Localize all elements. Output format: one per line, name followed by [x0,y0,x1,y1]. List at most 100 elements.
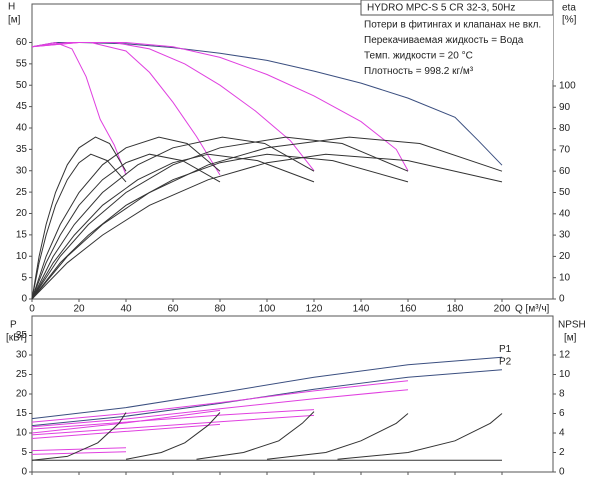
y-axis-unit: [м] [8,15,21,26]
plot-area [31,41,503,300]
curve [31,369,503,427]
curve [31,136,127,300]
note: Темп. жидкости = 20 °C [364,51,473,62]
x-tick-label: 200 [494,304,511,315]
curve [31,42,409,171]
curve [125,412,221,460]
y2-tick-label: 50 [559,187,571,198]
curve [31,136,503,300]
series-label: P1 [499,344,512,355]
curve [31,356,503,420]
note: Перекачиваемая жидкость = Вода [364,35,524,46]
curve [31,389,409,428]
y2-tick-label: 8 [559,389,565,400]
curve [31,41,127,176]
plot-area [31,356,503,461]
y2-tick-label: 80 [559,123,571,134]
plot-frame [31,3,554,300]
y-tick-label: 25 [16,369,28,380]
curve [31,153,221,300]
series-label: P2 [499,356,512,367]
y-axis-unit: [кВт] [6,333,27,344]
y2-axis-label: eta [562,3,576,14]
y2-tick-label: 40 [559,208,571,219]
chart-title: HYDRO MPC-S 5 CR 32-3, 50Hz [367,3,515,14]
title-box [360,0,554,16]
note: Плотность = 998.2 кг/м³ [364,66,474,77]
curve [31,136,221,300]
note: Потери в фитингах и клапанах не вкл. [364,19,541,31]
y2-tick-label: 100 [559,81,576,92]
x-tick-label: 80 [214,304,226,315]
y-axis-label: H [8,2,15,13]
x-tick-label: 100 [259,304,276,315]
y2-tick-label: 20 [559,251,571,262]
y-tick-label: 10 [16,428,28,439]
y-tick-label: 30 [16,165,28,176]
curve [31,153,409,300]
y2-axis-label: NPSH [558,320,586,331]
curve [31,412,127,461]
y2-tick-label: 4 [559,428,565,439]
y-tick-label: 0 [21,294,27,305]
y-tick-label: 40 [16,123,28,134]
curve [31,423,221,439]
curve [31,153,503,300]
y-tick-label: 55 [16,58,28,69]
curve [31,136,409,300]
y-tick-label: 10 [16,251,28,262]
y2-tick-label: 30 [559,230,571,241]
x-tick-label: 160 [400,304,417,315]
y2-tick-label: 0 [559,294,565,305]
curve [31,447,127,452]
y-tick-label: 50 [16,80,28,91]
y-tick-label: 35 [16,144,28,155]
x-tick-label: 180 [447,304,464,315]
x-axis-label: Q [м³/ч] [515,304,550,315]
curve [31,136,315,300]
y2-tick-label: 10 [559,369,571,380]
curve [31,409,221,434]
x-tick-label: 60 [167,304,179,315]
curve [31,409,315,430]
x-tick-label: 20 [73,304,85,315]
x-tick-label: 40 [120,304,132,315]
x-tick-label: 120 [306,304,323,315]
y-tick-label: 5 [21,447,27,458]
y2-tick-label: 0 [559,467,565,478]
curve [266,413,409,460]
y-tick-label: 25 [16,187,28,198]
curve [31,380,409,423]
curve [31,451,127,455]
y-tick-label: 0 [21,467,27,478]
y-tick-label: 15 [16,408,28,419]
y2-tick-label: 70 [559,145,571,156]
y2-tick-label: 90 [559,102,571,113]
y-tick-label: 20 [16,208,28,219]
x-tick-label: 140 [353,304,370,315]
curve [31,153,127,300]
y2-tick-label: 12 [559,350,571,361]
curve [31,42,221,176]
y2-tick-label: 60 [559,166,571,177]
y2-tick-label: 10 [559,272,571,283]
curve [196,411,315,460]
y2-tick-label: 6 [559,408,565,419]
curve [31,414,315,436]
y-tick-label: 20 [16,389,28,400]
y-tick-label: 35 [16,330,28,341]
curve [31,153,315,300]
y-tick-label: 45 [16,101,28,112]
y-tick-label: 15 [16,230,28,241]
y-axis-label: P [10,320,17,331]
y-tick-label: 60 [16,37,28,48]
y2-axis-unit: [м] [564,333,577,344]
x-tick-label: 0 [29,304,35,315]
y-tick-label: 5 [21,272,27,283]
y2-axis-unit: [%] [562,15,577,26]
y-tick-label: 30 [16,350,28,361]
y2-tick-label: 2 [559,447,565,458]
curve [337,413,503,460]
